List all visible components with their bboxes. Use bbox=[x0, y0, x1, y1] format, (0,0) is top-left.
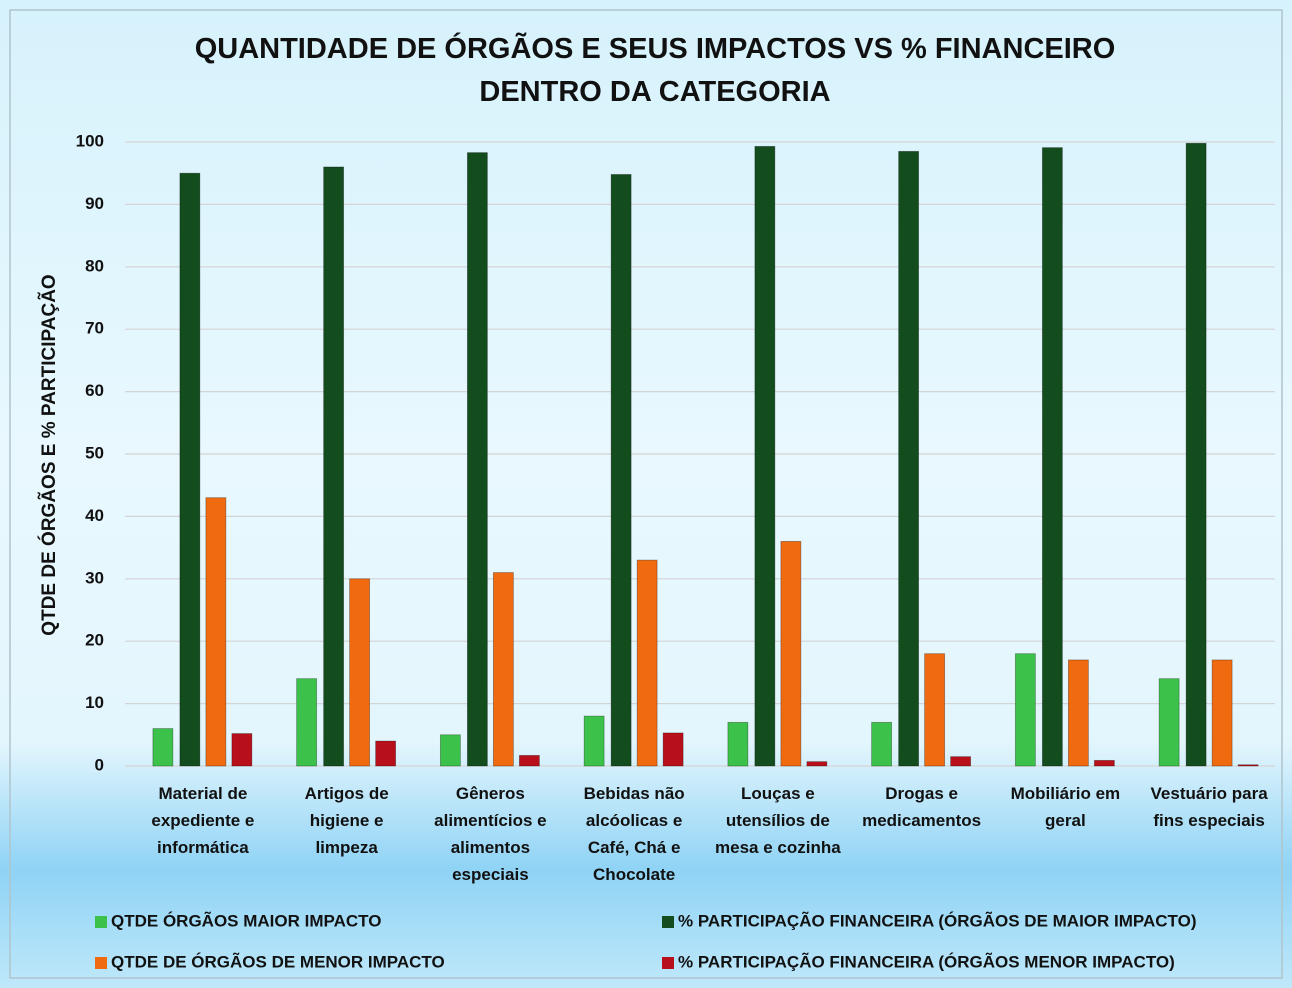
bar bbox=[1014, 653, 1036, 767]
x-tick-label: Mobiliário em geral bbox=[1010, 784, 1121, 830]
bar bbox=[1041, 147, 1063, 767]
bar bbox=[1185, 142, 1207, 767]
x-tick-label: Gêneros alimentícios e alimentos especia… bbox=[434, 784, 547, 884]
legend-swatch bbox=[662, 957, 674, 969]
bar bbox=[871, 721, 893, 767]
bar bbox=[924, 653, 946, 767]
chart-title: QUANTIDADE DE ÓRGÃOS E SEUS IMPACTOS VS … bbox=[194, 33, 1116, 108]
y-tick-label: 80 bbox=[85, 256, 104, 275]
bar bbox=[583, 715, 605, 767]
bar bbox=[179, 172, 201, 767]
y-tick-label: 50 bbox=[85, 443, 104, 462]
bar bbox=[754, 145, 776, 767]
bar bbox=[1067, 659, 1089, 767]
y-tick-label: 90 bbox=[85, 194, 104, 213]
x-tick-label: Vestuário para fins especiais bbox=[1150, 784, 1268, 830]
bar bbox=[375, 740, 397, 767]
bar bbox=[950, 756, 972, 767]
bar bbox=[1093, 759, 1115, 767]
frame bbox=[9, 9, 1283, 979]
x-tick-label: Bebidas não alcóolicas e Café, Chá e Cho… bbox=[583, 784, 685, 884]
legend-swatch bbox=[662, 916, 674, 928]
bar bbox=[806, 761, 828, 767]
legend-label: QTDE DE ÓRGÃOS DE MENOR IMPACTO bbox=[111, 951, 445, 971]
bar bbox=[662, 732, 684, 767]
bar bbox=[152, 728, 174, 767]
bar bbox=[231, 733, 253, 767]
y-tick-label: 30 bbox=[85, 568, 104, 587]
bar bbox=[1237, 764, 1259, 767]
x-tick-label: Louças e utensílios de mesa e cozinha bbox=[715, 784, 841, 857]
legend-label: % PARTICIPAÇÃO FINANCEIRA (ÓRGÃOS MENOR … bbox=[678, 951, 1175, 971]
legend-swatch bbox=[95, 916, 107, 928]
y-tick-label: 100 bbox=[76, 131, 104, 150]
y-tick-label: 40 bbox=[85, 506, 104, 525]
bar bbox=[323, 166, 345, 767]
bar bbox=[780, 540, 802, 767]
bar bbox=[636, 559, 658, 767]
y-tick-label: 0 bbox=[95, 755, 104, 774]
bar bbox=[518, 754, 540, 767]
y-axis-label: QTDE DE ÓRGÃOS E % PARTICIPAÇÃO bbox=[38, 274, 60, 635]
bar bbox=[439, 734, 461, 767]
legend-swatch bbox=[95, 957, 107, 969]
bar bbox=[349, 578, 371, 767]
legend-label: QTDE ÓRGÃOS MAIOR IMPACTO bbox=[111, 910, 381, 930]
bar bbox=[492, 572, 514, 767]
y-tick-label: 60 bbox=[85, 381, 104, 400]
bar bbox=[1158, 678, 1180, 767]
legend-label: % PARTICIPAÇÃO FINANCEIRA (ÓRGÃOS DE MAI… bbox=[678, 910, 1197, 930]
y-tick-label: 70 bbox=[85, 319, 104, 338]
y-tick-label: 10 bbox=[85, 693, 104, 712]
bar bbox=[1211, 659, 1233, 767]
y-tick-label: 20 bbox=[85, 631, 104, 650]
bar bbox=[898, 150, 920, 767]
bar bbox=[205, 497, 227, 767]
bar bbox=[296, 678, 318, 767]
x-tick-label: Artigos de higiene e limpeza bbox=[304, 784, 389, 857]
x-tick-label: Drogas e medicamentos bbox=[862, 784, 982, 830]
bar bbox=[466, 152, 488, 767]
bar bbox=[610, 174, 632, 767]
x-tick-label: Material de expediente e informática bbox=[151, 784, 255, 857]
bar bbox=[727, 721, 749, 767]
